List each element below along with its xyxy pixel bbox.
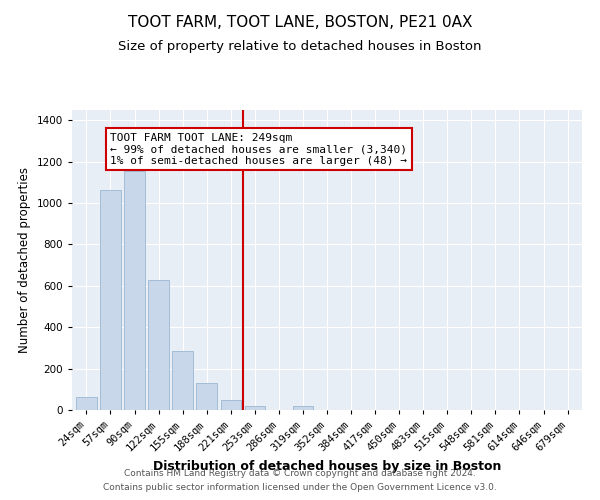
- Bar: [293, 406, 313, 410]
- Bar: [196, 383, 217, 410]
- Bar: [221, 400, 241, 410]
- X-axis label: Distribution of detached houses by size in Boston: Distribution of detached houses by size …: [153, 460, 501, 472]
- Bar: [148, 280, 169, 410]
- Text: Contains public sector information licensed under the Open Government Licence v3: Contains public sector information licen…: [103, 484, 497, 492]
- Text: Contains HM Land Registry data © Crown copyright and database right 2024.: Contains HM Land Registry data © Crown c…: [124, 468, 476, 477]
- Bar: [76, 396, 97, 410]
- Text: Size of property relative to detached houses in Boston: Size of property relative to detached ho…: [118, 40, 482, 53]
- Text: TOOT FARM, TOOT LANE, BOSTON, PE21 0AX: TOOT FARM, TOOT LANE, BOSTON, PE21 0AX: [128, 15, 472, 30]
- Bar: [124, 171, 145, 410]
- Bar: [245, 406, 265, 410]
- Bar: [100, 190, 121, 410]
- Bar: [172, 351, 193, 410]
- Text: TOOT FARM TOOT LANE: 249sqm
← 99% of detached houses are smaller (3,340)
1% of s: TOOT FARM TOOT LANE: 249sqm ← 99% of det…: [110, 133, 407, 166]
- Y-axis label: Number of detached properties: Number of detached properties: [18, 167, 31, 353]
